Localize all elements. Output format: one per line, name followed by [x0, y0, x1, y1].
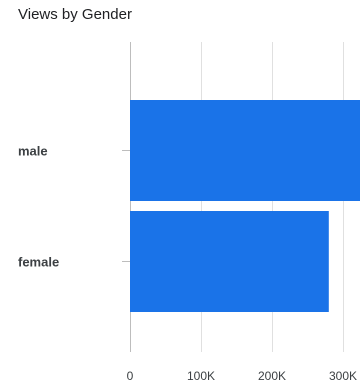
x-axis-tick-labels: 0 100K 200K 300K [127, 369, 357, 383]
bar-male[interactable] [130, 100, 360, 201]
category-label-female: female [18, 255, 59, 270]
chart-title: Views by Gender [18, 6, 132, 23]
bar-female[interactable] [130, 211, 329, 312]
tick-label-0: 0 [127, 369, 134, 383]
category-labels: male female [18, 144, 130, 270]
tick-label-100k: 100K [187, 369, 215, 383]
tick-label-200k: 200K [258, 369, 286, 383]
bars [130, 100, 360, 312]
category-label-male: male [18, 144, 48, 159]
tick-label-300k: 300K [329, 369, 357, 383]
